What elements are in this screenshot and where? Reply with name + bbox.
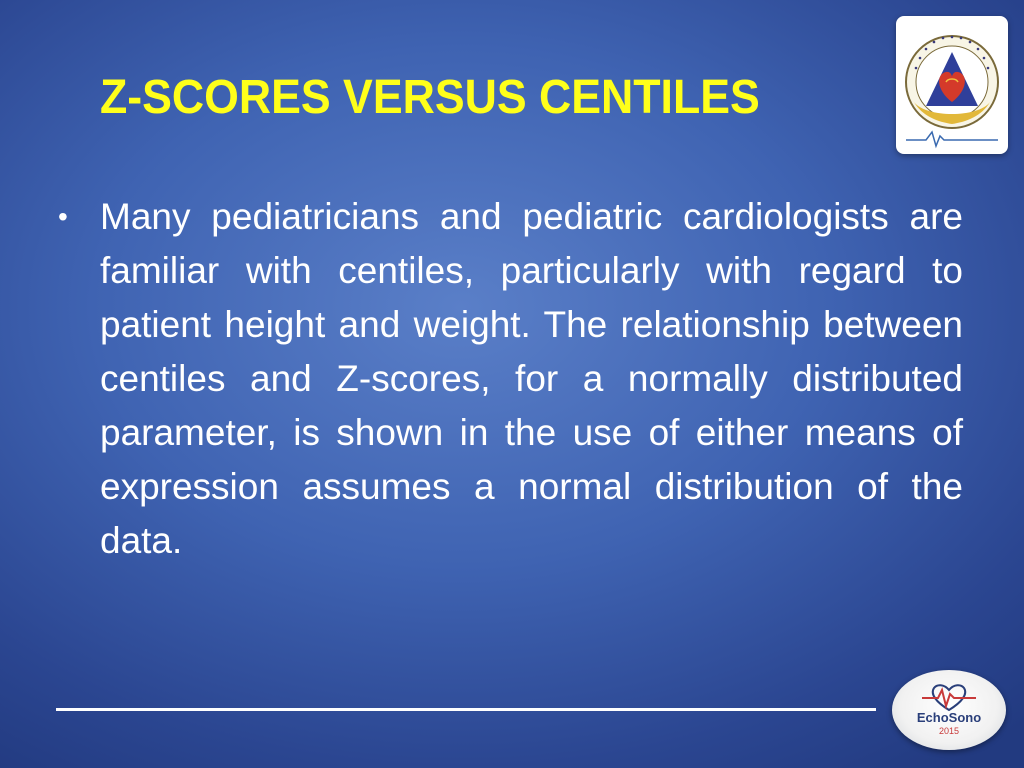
footer-divider (56, 708, 876, 711)
bullet-point-icon: • (58, 201, 68, 232)
bullet-text: Many pediatricians and pediatric cardiol… (100, 196, 963, 561)
body-content: • Many pediatricians and pediatric cardi… (58, 190, 963, 568)
association-emblem-icon (896, 16, 1008, 154)
echosono-year: 2015 (938, 726, 960, 736)
echosono-name: EchoSono (916, 710, 982, 725)
bullet-item: • Many pediatricians and pediatric cardi… (58, 190, 963, 568)
slide-title: Z-SCORES VERSUS CENTILES (100, 71, 760, 124)
echosono-logo-icon: EchoSono 2015 (892, 670, 1006, 750)
